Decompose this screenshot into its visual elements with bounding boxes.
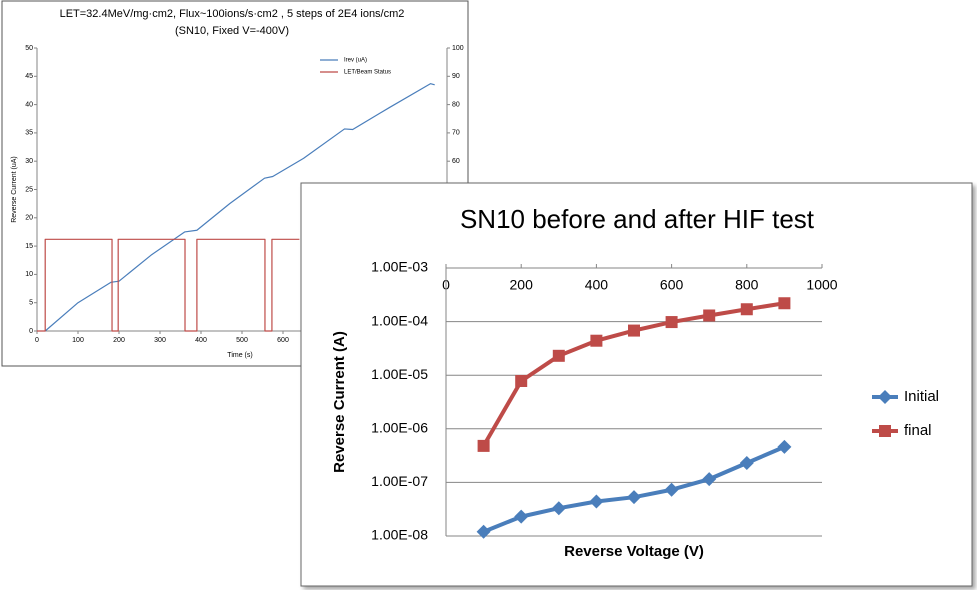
chart: SN10 before and after HIF test Reverse Vo…	[331, 204, 939, 560]
y-tick-label: 10	[25, 271, 33, 278]
y-tick-label: 1.00E-07	[371, 473, 428, 489]
y-tick-label: 1.00E-06	[371, 420, 428, 436]
x-tick-label: 300	[154, 337, 166, 344]
y-axis-label: Reverse Current (A)	[331, 331, 348, 473]
y-tick-label: 40	[25, 101, 33, 108]
marker	[515, 374, 528, 387]
x-tick-label: 400	[195, 337, 207, 344]
y2-tick-label: 90	[452, 73, 460, 80]
y-tick-label: 0	[29, 328, 33, 335]
y-tick-label: 35	[25, 130, 33, 137]
y-tick-label: 1.00E-04	[371, 312, 428, 328]
y-tick-label: 15	[25, 243, 33, 250]
y-axis-label: Reverse Current (uA)	[11, 156, 18, 223]
marker	[778, 297, 791, 310]
y-tick-label: 20	[25, 215, 33, 222]
y-tick-label: 25	[25, 186, 33, 193]
marker	[702, 472, 717, 487]
x-axis-label: Reverse Voltage (V)	[564, 543, 704, 560]
y2-tick-label: 70	[452, 130, 460, 137]
legend-marker	[878, 390, 892, 404]
y-tick-label: 30	[25, 158, 33, 165]
marker	[514, 509, 529, 524]
marker	[740, 303, 753, 316]
marker	[703, 309, 716, 322]
marker	[476, 524, 491, 539]
legend-label: LET/Beam Status	[344, 70, 391, 76]
marker	[552, 349, 565, 362]
legend-label: final	[904, 422, 932, 439]
chart-subtitle: (SN10, Fixed V=-400V)	[175, 25, 289, 37]
x-tick-label: 0	[35, 337, 39, 344]
x-tick-label: 800	[735, 277, 759, 293]
x-tick-label: 1000	[806, 277, 837, 293]
marker	[589, 494, 604, 509]
marker	[627, 490, 641, 505]
marker	[628, 324, 640, 337]
y2-tick-label: 100	[452, 45, 464, 52]
x-tick-label: 200	[510, 277, 534, 293]
y-tick-label: 50	[25, 45, 33, 52]
x-tick-label: 200	[113, 337, 125, 344]
y-tick-label: 1.00E-03	[371, 259, 428, 275]
x-tick-label: 600	[660, 277, 684, 293]
x-tick-label: 400	[585, 277, 609, 293]
series-line	[44, 83, 435, 332]
marker	[664, 482, 679, 497]
chart-title: SN10 before and after HIF test	[460, 204, 815, 234]
y2-tick-label: 60	[452, 158, 460, 165]
marker	[551, 501, 566, 516]
marker	[739, 456, 754, 471]
y-tick-label: 5	[29, 300, 33, 307]
marker	[477, 439, 490, 452]
y-tick-label: 45	[25, 73, 33, 80]
legend-label: Initial	[904, 388, 939, 405]
y-tick-label: 1.00E-05	[371, 366, 428, 382]
legend-label: Irev (uA)	[344, 58, 367, 64]
series-line	[37, 238, 300, 332]
x-tick-label: 100	[72, 337, 84, 344]
y2-tick-label: 80	[452, 101, 460, 108]
y-tick-label: 1.00E-08	[371, 527, 428, 543]
chart-panel	[300, 182, 973, 587]
marker	[590, 334, 603, 347]
marker	[777, 439, 792, 454]
legend-marker	[879, 425, 891, 437]
chart-title: LET=32.4MeV/mg·cm2, Flux~100ions/s·cm2 ,…	[60, 8, 405, 20]
marker	[665, 316, 678, 329]
x-tick-label: 500	[236, 337, 248, 344]
x-tick-label: 600	[277, 337, 289, 344]
x-axis-label: Time (s)	[227, 352, 252, 359]
